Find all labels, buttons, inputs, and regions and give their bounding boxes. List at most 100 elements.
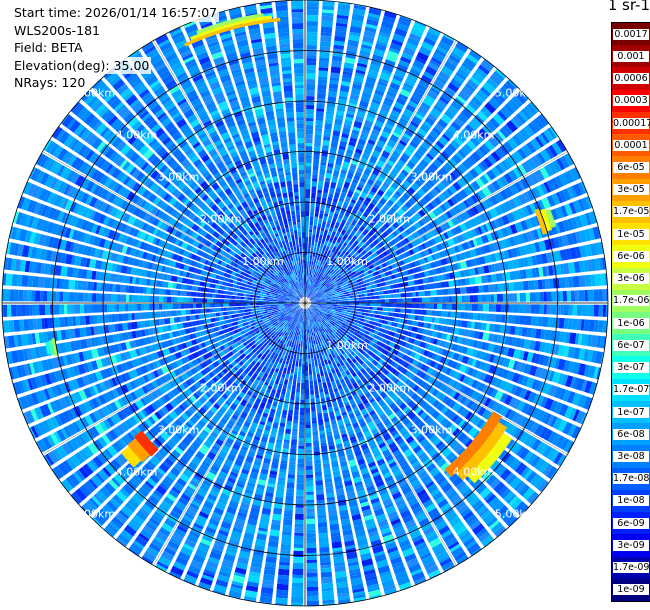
ray-gate [423,403,433,413]
ray-gate [393,343,401,351]
ray-gate [315,325,319,332]
ray-gate [326,270,331,275]
ray-gate [337,279,343,284]
ray-gate [335,335,341,340]
ray-gate [517,374,525,385]
ray-gate [342,414,348,419]
ray-gate [313,440,320,447]
ray-gate [221,444,231,454]
ray-gate [429,467,440,477]
ray-gate [335,187,342,194]
ray-gate [547,414,555,426]
ray-gate [339,239,345,245]
ray-gate [523,390,532,401]
ray-gate [335,379,341,386]
ray-gate [414,485,425,494]
ray-gate [226,546,238,554]
ray-gate [438,250,446,258]
ray-gate [526,231,533,242]
ray-gate [403,432,412,440]
ray-gate [328,386,334,394]
ray-gate [291,314,295,317]
ray-gate [551,193,561,206]
ray-gate [320,243,324,249]
ray-gate [325,481,333,488]
ray-gate [457,447,466,456]
ray-gate [323,322,329,329]
ray-gate [465,540,477,550]
ray-gate [340,465,349,471]
ray-gate [315,298,320,301]
ray-gate [482,470,493,482]
ray-gate [262,384,268,390]
ray-gate [326,315,330,319]
ray-gate [316,103,325,109]
ray-gate [382,251,388,257]
ray-gate [330,296,336,299]
ray-gate [498,162,507,173]
ray-gate [294,331,298,336]
ray-gate [374,179,383,187]
ray-gate [306,49,317,56]
ray-gate [275,331,281,337]
ray-gate [153,536,165,545]
ray-gate [592,226,600,240]
ray-gate [537,381,544,392]
ray-gate [334,307,338,310]
ray-gate [311,256,315,262]
ray-gate [324,321,328,325]
ray-gate [305,155,312,159]
ray-gate [481,409,492,420]
ray-gate [330,298,336,301]
ray-gate [218,498,228,506]
ray-gate [200,396,207,403]
ray-gate [112,494,124,506]
ray-gate [315,279,318,284]
ray-gate [385,408,394,417]
ray-gate [512,134,523,146]
ray-gate [235,408,242,414]
ray-gate [328,353,333,359]
ray-gate [333,406,340,412]
ray-gate [310,293,313,296]
ray-gate [324,325,328,330]
ray-gate [373,48,385,58]
ray-gate [382,213,390,222]
ray-gate [262,347,268,353]
ray-gate [305,349,308,353]
ray-gate [364,452,373,460]
ray-gate [502,141,514,153]
ray-gate [319,353,322,357]
ray-gate [321,304,327,306]
ray-gate [312,328,315,333]
ray-gate [358,543,369,550]
ray-gate [416,369,423,377]
ray-gate [425,503,437,513]
ray-gate [306,568,318,573]
ray-gate [519,292,526,302]
ray-gate [280,393,285,399]
ray-gate [516,445,525,457]
ray-gate [248,400,254,406]
ray-gate [279,322,285,328]
ray-gate [276,484,285,492]
ray-gate [392,289,397,294]
ray-gate [306,125,314,130]
ray-gate [509,271,517,281]
ray-gate [362,564,375,572]
ray-gate [411,320,419,327]
ray-gate [388,461,397,469]
ray-gate [379,570,392,577]
ray-gate [387,381,393,387]
ray-gate [348,141,356,147]
ray-gate [322,140,330,146]
ray-gate [433,173,441,182]
ray-gate [177,428,186,438]
ray-gate [512,304,519,313]
ray-gate [530,304,536,314]
ray-gate [594,273,602,286]
ray-gate [336,251,342,256]
ray-gate [467,542,479,552]
ray-gate [128,547,140,557]
ray-gate [290,317,293,320]
